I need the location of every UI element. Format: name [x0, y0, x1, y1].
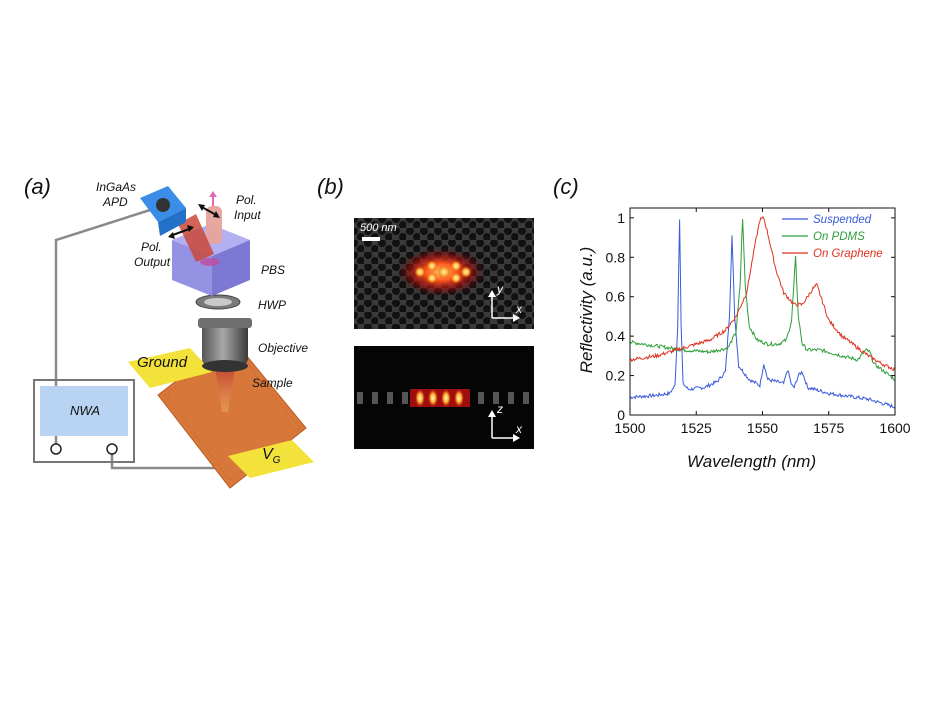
series-line-on-pdms — [629, 218, 896, 381]
scale-bar — [362, 237, 380, 241]
nwa-port-1 — [50, 443, 62, 455]
x-tick-label: 1600 — [879, 420, 910, 436]
legend-label: Suspended — [813, 214, 872, 226]
objective-collar — [198, 318, 252, 328]
bottom-axis-z: z — [497, 402, 503, 416]
vg-label: VG — [262, 446, 280, 466]
top-axis-y: y — [497, 282, 503, 296]
ground-label: Ground — [137, 354, 188, 371]
pbs-cube-right — [212, 240, 250, 296]
nwa-frame — [33, 379, 135, 463]
panel-b-letter: (b) — [317, 174, 344, 199]
sample-label: Sample — [252, 376, 293, 390]
nwa-screen — [40, 386, 128, 436]
ground-pad — [128, 348, 212, 388]
vg-pad — [228, 440, 314, 478]
pbs-label: PBS — [261, 263, 286, 277]
y-tick-label: 0.4 — [606, 328, 626, 344]
output-beam — [178, 214, 214, 262]
y-tick-label: 1 — [617, 210, 625, 226]
objective-body — [202, 320, 248, 366]
bottom-axis-x: x — [516, 422, 522, 436]
y-tick-label: 0.8 — [606, 249, 626, 265]
y-tick-label: 0.2 — [606, 368, 626, 384]
series-line-on-graphene — [629, 215, 896, 372]
nwa-port-2 — [106, 443, 118, 455]
focus-beam — [214, 362, 236, 412]
gate-cable — [110, 450, 262, 470]
nwa-label: NWA — [70, 403, 101, 418]
pol-input-label-1: Pol. — [236, 193, 257, 207]
x-tick-label: 1550 — [747, 420, 778, 436]
y-axis-label: Reflectivity (a.u.) — [577, 246, 596, 374]
ingaas-label: InGaAs — [96, 180, 137, 194]
top-axis-x: x — [516, 302, 522, 316]
legend-label: On Graphene — [813, 248, 883, 260]
apd-label: APD — [103, 195, 128, 209]
y-tick-label: 0.6 — [606, 289, 626, 305]
hwp-label: HWP — [258, 298, 286, 312]
x-tick-label: 1500 — [614, 420, 645, 436]
apd-cable — [54, 208, 151, 448]
objective-label: Objective — [258, 341, 309, 355]
legend-label: On PDMS — [813, 231, 865, 243]
panel-a-letter: (a) — [24, 174, 51, 199]
series-line-suspended — [629, 219, 896, 409]
x-tick-label: 1575 — [813, 420, 844, 436]
pol-output-label-2: Output — [134, 255, 171, 269]
x-axis-label: Wavelength (nm) — [687, 452, 817, 471]
vg-subscript: G — [272, 455, 281, 467]
scalebar-label: 500 nm — [360, 222, 397, 234]
panel-c-letter: (c) — [553, 174, 579, 199]
pol-input-label-2: Input — [234, 208, 261, 222]
slab-segments — [357, 392, 529, 404]
pol-output-label-1: Pol. — [141, 240, 162, 254]
vg-main: V — [262, 446, 273, 463]
y-tick-label: 0 — [617, 407, 625, 423]
x-tick-label: 1525 — [681, 420, 712, 436]
